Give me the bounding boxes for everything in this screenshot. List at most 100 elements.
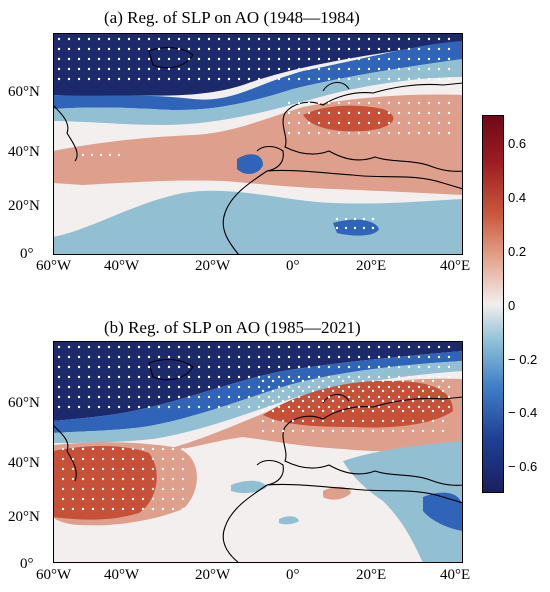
stipple-dot: [407, 67, 411, 71]
stipple-dot: [287, 345, 291, 349]
stipple-dot: [67, 77, 71, 81]
stipple-dot: [147, 385, 151, 389]
stipple-dot: [127, 77, 131, 81]
stipple-dot: [337, 67, 341, 71]
stipple-dot: [157, 37, 161, 41]
stipple-dot: [427, 111, 431, 115]
stipple-dot: [281, 399, 285, 403]
stipple-dot: [367, 67, 371, 71]
stipple-dot: [377, 77, 381, 81]
stipple-dot: [427, 395, 431, 399]
stipple-dot: [57, 37, 61, 41]
stipple-dot: [257, 395, 261, 399]
stipple-dot: [81, 457, 85, 461]
stipple-dot: [307, 37, 311, 41]
stipple-dot: [357, 77, 361, 81]
stipple-dot: [147, 365, 151, 369]
stipple-dot: [287, 131, 291, 135]
stipple-dot: [357, 345, 361, 349]
stipple-dot: [411, 379, 415, 383]
stipple-dot: [167, 57, 171, 61]
panel-b-north-blue: [53, 351, 463, 433]
panel-a-coastlines: [53, 46, 463, 255]
stipple-dot: [107, 67, 111, 71]
stipple-dot: [407, 101, 411, 105]
stipple-dot: [347, 405, 351, 409]
stipple-dot: [351, 419, 355, 423]
stipple-dot: [317, 47, 321, 51]
stipple-dot: [297, 37, 301, 41]
stipple-dot: [67, 385, 71, 389]
stipple-dot: [417, 405, 421, 409]
stipple-dot: [157, 345, 161, 349]
stipple-dot: [421, 399, 425, 403]
stipple-dot: [177, 355, 181, 359]
stipple-dot: [237, 375, 241, 379]
stipple-dot: [431, 419, 435, 423]
stipple-dot: [137, 57, 141, 61]
stipple-dot: [327, 405, 331, 409]
stipple-dot: [431, 379, 435, 383]
stipple-dot: [261, 429, 265, 433]
stipple-dot: [291, 419, 295, 423]
stipple-dot: [447, 77, 451, 81]
stipple-dot: [151, 457, 155, 461]
panel-a-title: (a) Reg. of SLP on AO (1948—1984): [104, 8, 360, 27]
stipple-dot: [161, 497, 165, 501]
stipple-dot: [227, 375, 231, 379]
stipple-dot: [307, 345, 311, 349]
stipple-dot: [77, 77, 81, 81]
stipple-dot: [367, 375, 371, 379]
stipple-dot: [437, 67, 441, 71]
stipple-dot: [127, 365, 131, 369]
stipple-dot: [151, 497, 155, 501]
panel-a-north-blue: [53, 41, 463, 111]
stipple-dot: [187, 355, 191, 359]
stipple-dot: [391, 389, 395, 393]
stipple-dot: [301, 399, 305, 403]
stipple-dot: [281, 379, 285, 383]
stipple-dot: [427, 385, 431, 389]
stipple-dot: [171, 477, 175, 481]
stipple-dot: [187, 405, 191, 409]
stipple-dot: [417, 395, 421, 399]
stipple-dot: [437, 47, 441, 51]
stipple-dot: [237, 67, 241, 71]
stipple-dot: [107, 345, 111, 349]
stipple-dot: [257, 37, 261, 41]
stipple-dot: [207, 365, 211, 369]
stipple-dot: [347, 111, 351, 115]
stipple-dot: [227, 77, 231, 81]
stipple-dot: [391, 379, 395, 383]
stipple-dot: [127, 355, 131, 359]
stipple-dot: [427, 57, 431, 61]
stipple-dot: [411, 429, 415, 433]
stipple-dot: [367, 101, 371, 105]
stipple-dot: [117, 405, 121, 409]
stipple-dot: [227, 345, 231, 349]
stipple-dot: [341, 399, 345, 403]
stipple-dot: [397, 395, 401, 399]
stipple-dot: [297, 101, 301, 105]
stipple-dot: [91, 457, 95, 461]
stipple-dot: [297, 131, 301, 135]
stipple-dot: [237, 355, 241, 359]
stipple-dot: [187, 345, 191, 349]
stipple-dot: [257, 405, 261, 409]
stipple-dot: [217, 375, 221, 379]
stipple-dot: [101, 497, 105, 501]
stipple-dot: [341, 429, 345, 433]
stipple-dot: [297, 395, 301, 399]
stipple-dot: [271, 409, 275, 413]
stipple-dot: [107, 355, 111, 359]
stipple-dot: [141, 487, 145, 491]
stipple-dot: [331, 389, 335, 393]
stipple-dot: [377, 47, 381, 51]
stipple-dot: [417, 365, 421, 369]
stipple-dot: [367, 47, 371, 51]
stipple-dot: [362, 226, 366, 230]
stipple-dot: [101, 457, 105, 461]
stipple-dot: [247, 57, 251, 61]
stipple-dot: [401, 409, 405, 413]
stipple-dot: [261, 389, 265, 393]
